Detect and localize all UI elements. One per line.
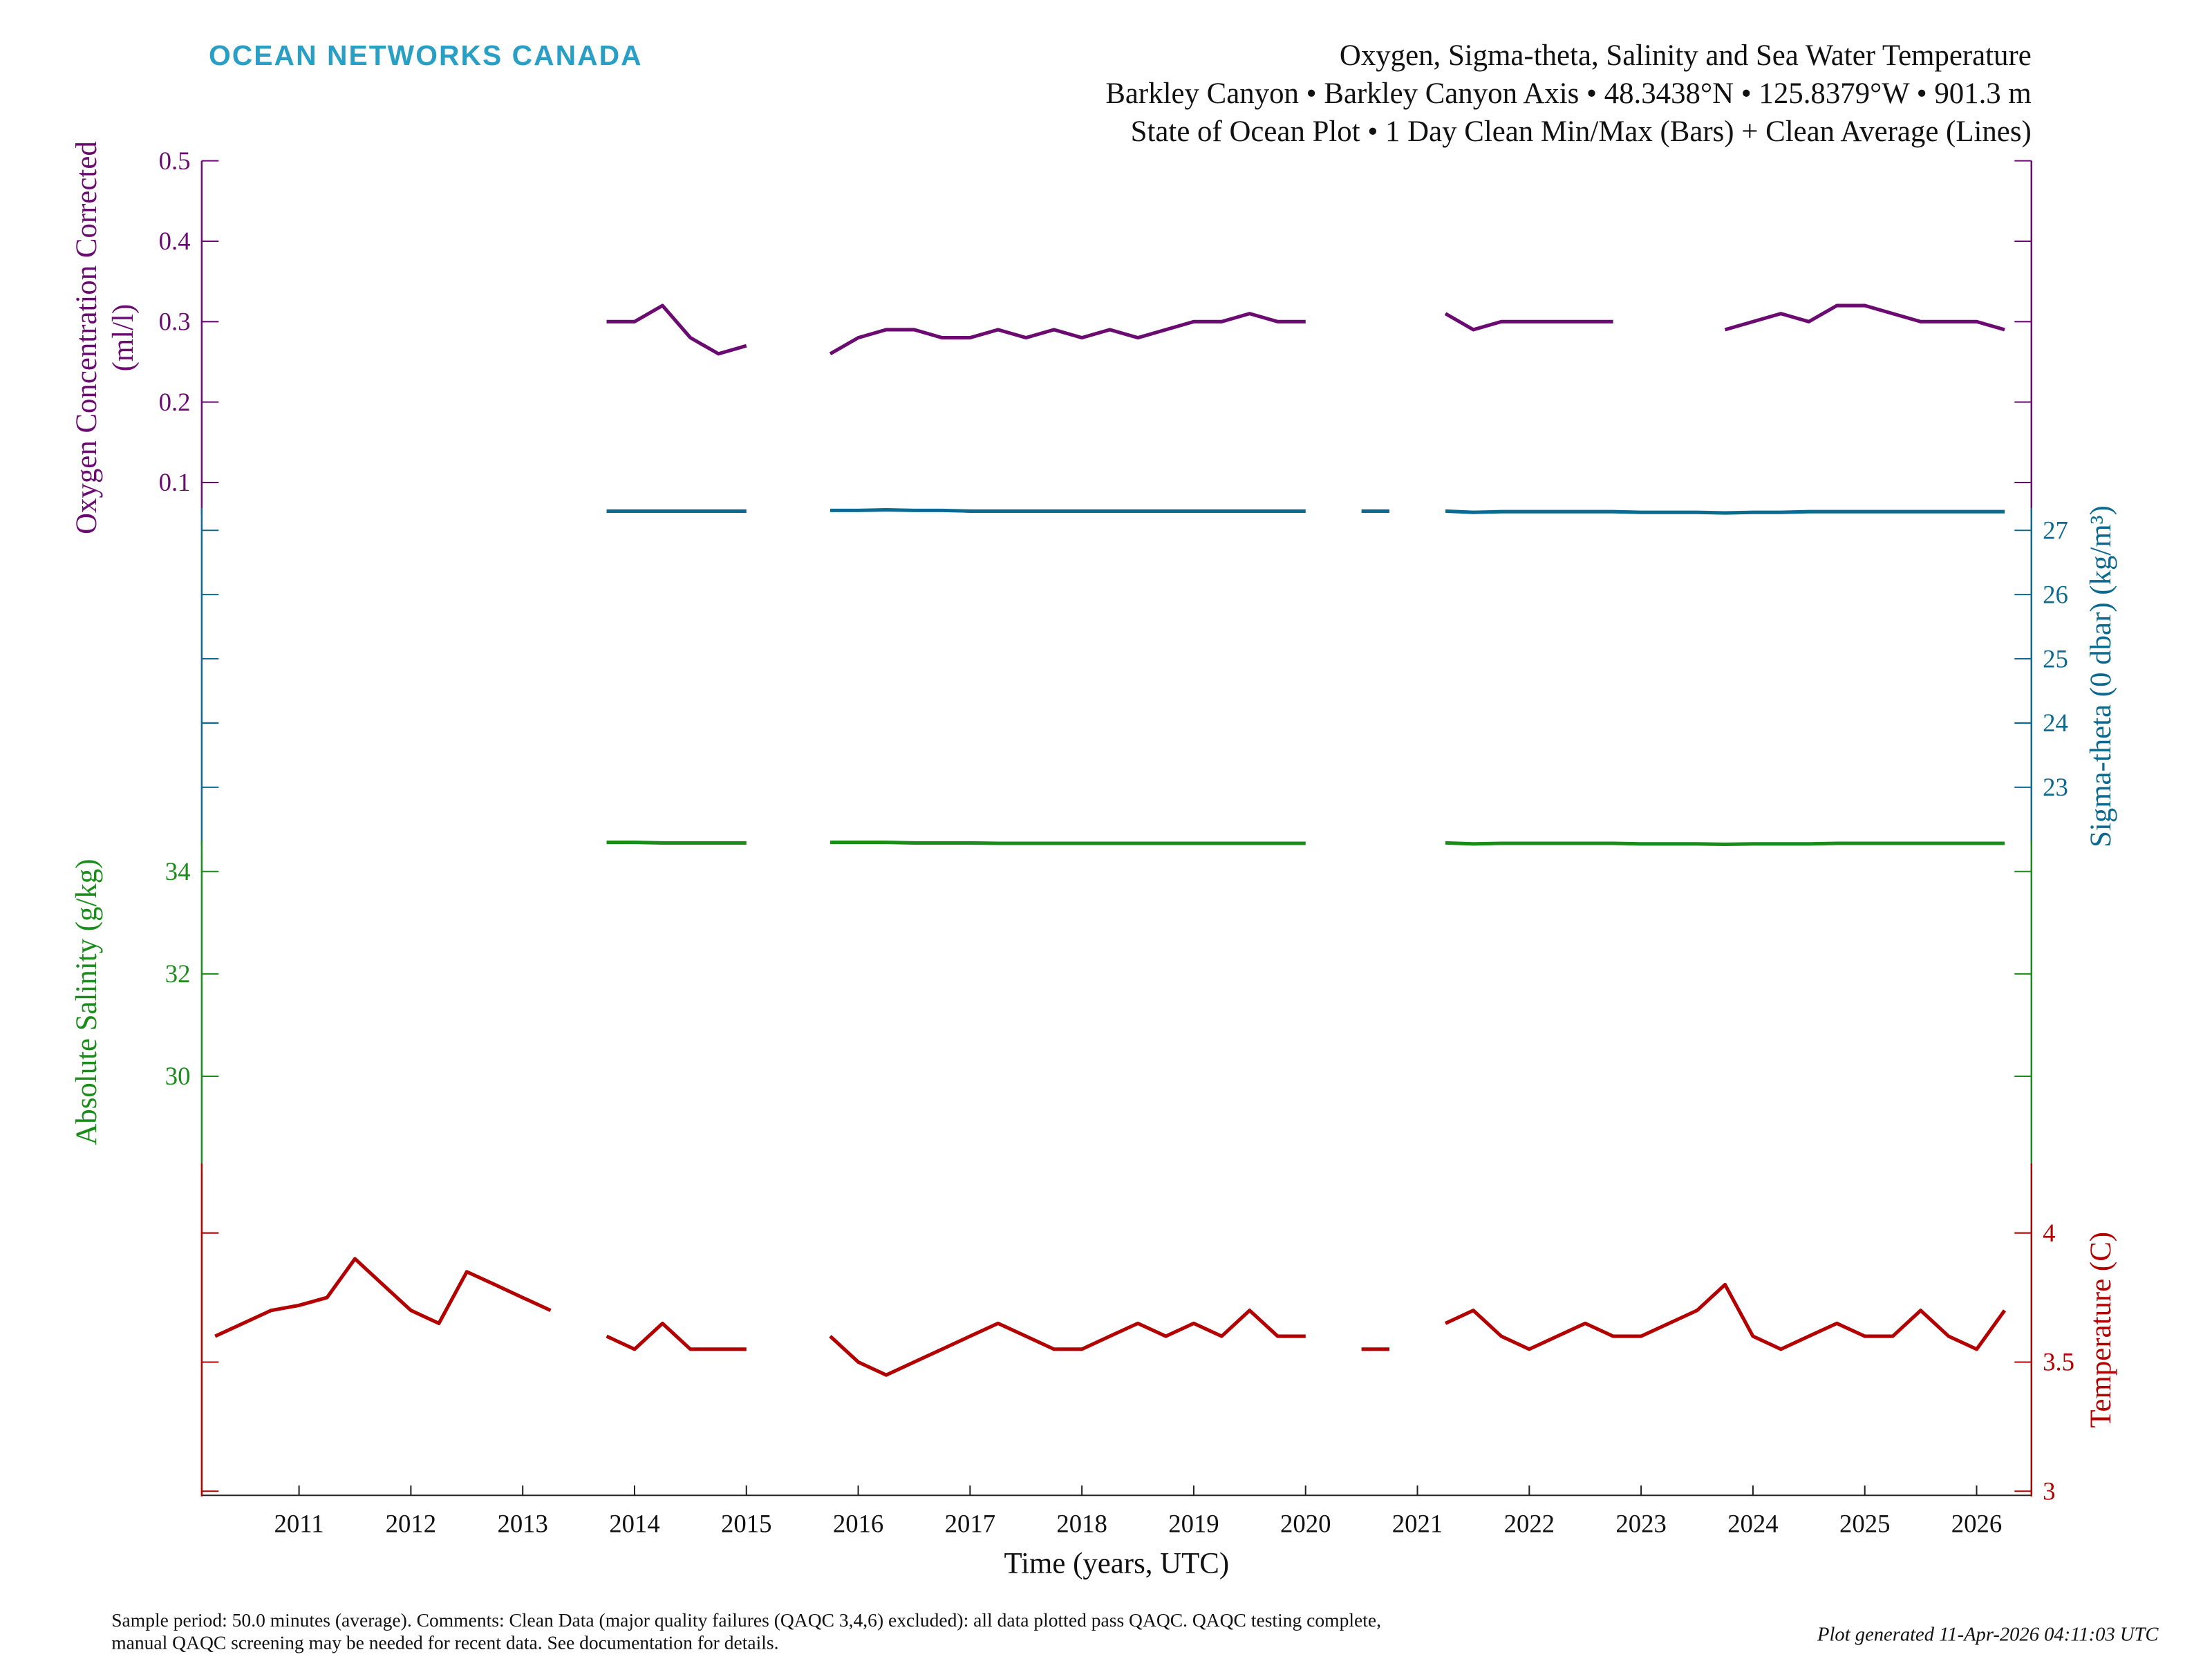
- x-tick-label: 2020: [1280, 1509, 1331, 1537]
- y-axis-title: Absolute Salinity (g/kg): [71, 859, 103, 1145]
- x-tick-label: 2022: [1504, 1509, 1555, 1537]
- x-tick-label: 2012: [386, 1509, 436, 1537]
- y-tick-label: 0.2: [159, 388, 191, 416]
- data-line: [829, 1309, 1306, 1377]
- y-tick-label: 27: [2043, 516, 2068, 544]
- x-axis-title: Time (years, UTC): [1004, 1548, 1229, 1580]
- generated-note: Plot generated 11-Apr-2026 04:11:03 UTC: [1817, 1624, 2159, 1645]
- y-tick-label: 0.4: [159, 227, 191, 255]
- chart-title: State of Ocean Plot • 1 Day Clean Min/Ma…: [1131, 115, 2032, 148]
- y-tick-label: 0.5: [159, 147, 191, 175]
- logo: OCEAN NETWORKS CANADA: [209, 39, 643, 71]
- data-line: [1445, 841, 2005, 846]
- x-tick-label: 2025: [1839, 1509, 1890, 1537]
- x-tick-label: 2016: [833, 1509, 883, 1537]
- y-tick-label: 24: [2043, 709, 2068, 737]
- x-tick-label: 2023: [1615, 1509, 1666, 1537]
- x-tick-label: 2017: [945, 1509, 995, 1537]
- y-tick-label: 30: [165, 1062, 191, 1090]
- data-line: [829, 312, 1306, 356]
- data-line: [606, 303, 747, 356]
- y-tick-label: 34: [165, 857, 191, 885]
- y-axis-title: Temperature (C): [2085, 1232, 2117, 1428]
- data-line: [1724, 303, 2005, 332]
- x-tick-label: 2024: [1727, 1509, 1778, 1537]
- data-line: [1445, 509, 2005, 515]
- y-tick-label: 26: [2043, 580, 2068, 608]
- x-tick-label: 2013: [497, 1509, 547, 1537]
- x-tick-label: 2018: [1056, 1509, 1107, 1537]
- chart-title: Barkley Canyon • Barkley Canyon Axis • 4…: [1105, 77, 2031, 110]
- footer-note: Sample period: 50.0 minutes (average). C…: [111, 1609, 1381, 1631]
- data-line: [830, 508, 1306, 513]
- y-axis-title: Oxygen Concentration Corrected: [71, 141, 103, 534]
- data-line: [1444, 312, 1613, 332]
- y-tick-label: 25: [2043, 644, 2068, 673]
- y-tick-label: 3: [2043, 1477, 2055, 1505]
- chart-title: Oxygen, Sigma-theta, Salinity and Sea Wa…: [1340, 39, 2032, 72]
- data-line: [606, 1321, 747, 1351]
- x-tick-label: 2026: [1951, 1509, 2002, 1537]
- x-tick-label: 2015: [721, 1509, 771, 1537]
- y-tick-label: 4: [2043, 1219, 2055, 1247]
- x-tick-label: 2014: [609, 1509, 659, 1537]
- y-tick-label: 23: [2043, 773, 2068, 801]
- y-tick-label: 0.3: [159, 308, 191, 336]
- data-line: [214, 1257, 552, 1338]
- x-tick-label: 2019: [1168, 1509, 1219, 1537]
- y-tick-label: 32: [165, 959, 191, 988]
- footer-note: manual QAQC screening may be needed for …: [111, 1632, 778, 1653]
- x-tick-label: 2021: [1392, 1509, 1443, 1537]
- y-axis-title: (ml/l): [107, 304, 140, 372]
- x-tick-label: 2011: [274, 1509, 324, 1537]
- y-tick-label: 3.5: [2043, 1348, 2074, 1376]
- y-tick-label: 0.1: [159, 468, 191, 496]
- y-axis-title: Sigma-theta (0 dbar) (kg/m³): [2085, 505, 2117, 847]
- data-line: [1444, 1282, 2007, 1351]
